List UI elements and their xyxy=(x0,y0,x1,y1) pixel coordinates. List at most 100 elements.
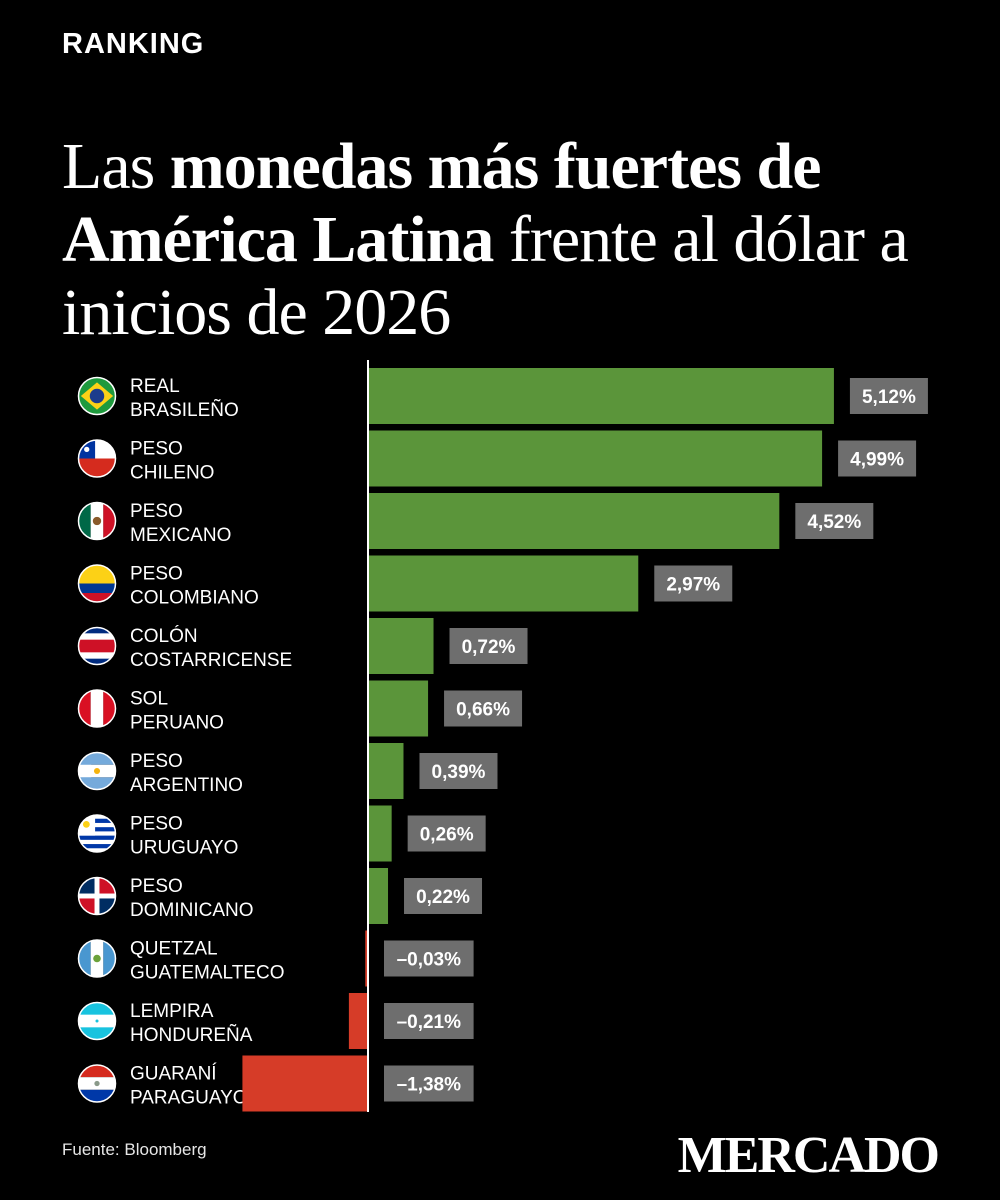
paraguay-flag-icon xyxy=(77,1064,117,1103)
bar xyxy=(368,680,429,737)
chart-row: SOL PERUANO 0,66% xyxy=(77,680,523,737)
chart-row: GUARANÍ PARAGUAYO –1,38% xyxy=(77,1055,474,1112)
category-label-line: ARGENTINO xyxy=(130,775,243,796)
value-label: –0,03% xyxy=(384,940,474,977)
value-label-bg xyxy=(654,565,733,602)
value-label-text: 2,97% xyxy=(666,575,720,596)
value-label-bg xyxy=(407,815,486,852)
chart-row: QUETZAL GUATEMALTECO –0,03% xyxy=(77,930,474,987)
value-label-text: 5,12% xyxy=(862,387,916,408)
category-label: PESO ARGENTINO xyxy=(130,751,243,796)
bar xyxy=(242,1055,368,1112)
colombia-flag-icon xyxy=(77,564,117,603)
value-label: 5,12% xyxy=(849,378,928,414)
value-label-text: 0,22% xyxy=(416,887,470,908)
bar xyxy=(368,618,434,674)
category-label: PESO CHILENO xyxy=(130,439,214,484)
value-label: –1,38% xyxy=(384,1065,474,1102)
value-label-bg xyxy=(384,1003,474,1039)
value-label-bg xyxy=(384,940,474,977)
bar xyxy=(365,930,368,987)
category-label: GUARANÍ PARAGUAYO xyxy=(130,1064,248,1109)
category-label: SOL PERUANO xyxy=(130,689,224,734)
value-label: 0,22% xyxy=(404,878,483,914)
bar xyxy=(368,368,834,424)
value-label: –0,21% xyxy=(384,1003,474,1039)
chart-row: PESO ARGENTINO 0,39% xyxy=(77,743,498,799)
category-label-line: COLÓN xyxy=(130,625,198,647)
value-label-text: 0,72% xyxy=(462,637,516,658)
bar xyxy=(368,493,780,549)
argentina-flag-icon xyxy=(77,751,117,791)
category-label-line: LEMPIRA xyxy=(130,1001,214,1022)
chart-row: PESO CHILENO 4,99% xyxy=(77,430,917,487)
value-label-bg xyxy=(449,628,528,664)
value-label: 2,97% xyxy=(654,565,733,602)
peru-flag-icon xyxy=(77,689,117,728)
title-bold-part: monedas más fuertes de América Latina xyxy=(62,130,822,276)
category-label-line: PESO xyxy=(130,751,183,772)
chart-row: COLÓN COSTARRICENSE 0,72% xyxy=(77,618,528,674)
category-label: COLÓN COSTARRICENSE xyxy=(130,625,292,671)
value-label-text: –0,21% xyxy=(397,1012,462,1033)
mexico-flag-icon xyxy=(77,501,117,541)
category-label-line: BRASILEÑO xyxy=(130,399,239,421)
value-label-text: 4,99% xyxy=(850,450,904,471)
category-label: QUETZAL GUATEMALTECO xyxy=(130,939,284,984)
brazil-flag-icon xyxy=(77,376,117,416)
uruguay-flag-icon xyxy=(77,814,117,853)
category-label-line: MEXICANO xyxy=(130,525,231,546)
value-label: 0,26% xyxy=(407,815,486,852)
category-label-line: HONDUREÑA xyxy=(130,1024,253,1046)
chart-row: PESO COLOMBIANO 2,97% xyxy=(77,555,733,612)
chart-row: PESO DOMINICANO 0,22% xyxy=(77,868,483,924)
category-label: LEMPIRA HONDUREÑA xyxy=(130,1001,253,1046)
category-label-line: GUARANÍ xyxy=(130,1064,217,1085)
category-label-line: PARAGUAYO xyxy=(130,1088,248,1109)
value-label-text: 0,26% xyxy=(420,825,474,846)
value-label: 0,39% xyxy=(419,753,498,789)
value-label-bg xyxy=(384,1065,474,1102)
bar xyxy=(368,430,823,487)
value-label: 4,99% xyxy=(838,440,917,477)
category-label-line: PESO xyxy=(130,814,183,835)
value-label-text: 4,52% xyxy=(807,512,861,533)
value-label-text: 0,66% xyxy=(456,700,510,721)
value-label: 4,52% xyxy=(795,503,874,539)
value-label: 0,72% xyxy=(449,628,528,664)
guatemala-flag-icon xyxy=(77,939,117,978)
value-label-bg xyxy=(404,878,483,914)
category-label-line: QUETZAL xyxy=(130,939,218,960)
chart-row: REAL BRASILEÑO 5,12% xyxy=(77,368,928,424)
category-label-line: GUATEMALTECO xyxy=(130,963,284,984)
bar-chart: REAL BRASILEÑO 5,12% PESO CHILENO 4,99% PESO ME… xyxy=(77,360,928,1112)
category-label-line: REAL xyxy=(130,376,180,397)
dominican-republic-flag-icon xyxy=(77,876,117,916)
bar xyxy=(368,555,639,612)
category-label-line: COLOMBIANO xyxy=(130,588,259,609)
category-label-line: PESO xyxy=(130,564,183,585)
ranking-kicker: RANKING xyxy=(62,28,205,60)
bar xyxy=(348,993,368,1049)
bar xyxy=(368,805,392,862)
category-label: PESO DOMINICANO xyxy=(130,876,254,921)
title-part-1: Las xyxy=(62,130,170,203)
category-label-line: CHILENO xyxy=(130,463,214,484)
category-label-line: COSTARRICENSE xyxy=(130,650,292,671)
chart-title: Las monedas más fuertes de América Latin… xyxy=(62,130,962,349)
value-label-bg xyxy=(444,690,523,727)
category-label-line: PESO xyxy=(130,501,183,522)
honduras-flag-icon xyxy=(77,1001,117,1041)
value-label-text: –1,38% xyxy=(397,1075,462,1096)
bar xyxy=(368,868,389,924)
value-label-text: 0,39% xyxy=(432,762,486,783)
category-label-line: PERUANO xyxy=(130,713,224,734)
chart-row: PESO MEXICANO 4,52% xyxy=(77,493,874,549)
category-label-line: PESO xyxy=(130,439,183,460)
chile-flag-icon xyxy=(77,439,117,478)
category-label-line: PESO xyxy=(130,876,183,897)
chart-row: LEMPIRA HONDUREÑA –0,21% xyxy=(77,993,474,1049)
category-label: PESO COLOMBIANO xyxy=(130,564,259,609)
source-note: Fuente: Bloomberg xyxy=(62,1140,207,1159)
category-label: PESO MEXICANO xyxy=(130,501,231,546)
